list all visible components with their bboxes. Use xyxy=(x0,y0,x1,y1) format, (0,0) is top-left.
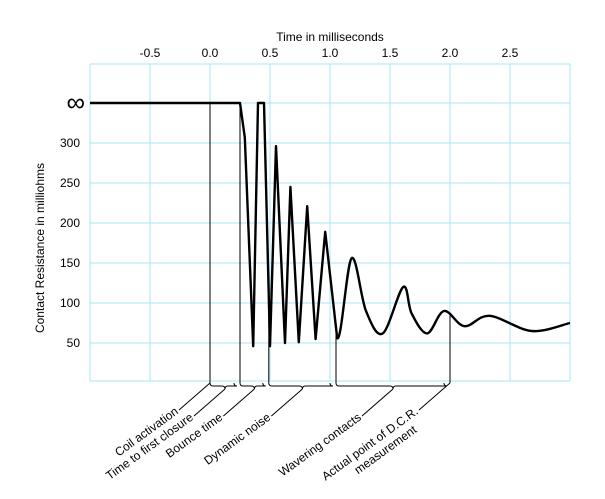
y-tick-label: 300 xyxy=(60,136,80,150)
x-tick-labels: -0.5 0.0 0.5 1.0 1.5 2.0 2.5 xyxy=(140,46,519,60)
brace xyxy=(268,382,334,390)
leader-line xyxy=(223,388,255,417)
brace xyxy=(239,382,266,390)
leader-line xyxy=(193,388,226,417)
x-tick-label: -0.5 xyxy=(140,46,161,60)
leader-line xyxy=(178,382,211,411)
annotation-label: Actual point of D.C.R.measurement xyxy=(319,404,429,494)
x-tick-label: 2.5 xyxy=(502,46,519,60)
brace xyxy=(335,382,448,390)
x-tick-label: 1.5 xyxy=(382,46,399,60)
y-tick-label: 250 xyxy=(60,176,80,190)
annotation-label: Wavering contacts xyxy=(276,410,364,479)
x-tick-label: 2.0 xyxy=(442,46,459,60)
y-tick-label: 50 xyxy=(67,336,81,350)
leader-line xyxy=(271,388,303,417)
y-tick-label: 150 xyxy=(60,256,80,270)
x-tick-label: 0.5 xyxy=(262,46,279,60)
resistance-curve xyxy=(90,101,571,348)
leader-line xyxy=(361,388,394,417)
y-axis-title: Contact Resistance in milliohms xyxy=(33,163,47,333)
grid xyxy=(89,63,571,382)
infinity-tick-label: ∞ xyxy=(66,87,85,117)
brace xyxy=(209,382,238,390)
x-tick-label: 0.0 xyxy=(202,46,219,60)
y-tick-labels: ∞ 300 250 200 150 100 50 xyxy=(60,87,85,350)
x-tick-label: 1.0 xyxy=(322,46,339,60)
x-axis-title: Time in milliseconds xyxy=(276,30,384,44)
y-tick-label: 100 xyxy=(60,296,80,310)
y-tick-label: 200 xyxy=(60,216,80,230)
leader-line xyxy=(418,382,451,411)
